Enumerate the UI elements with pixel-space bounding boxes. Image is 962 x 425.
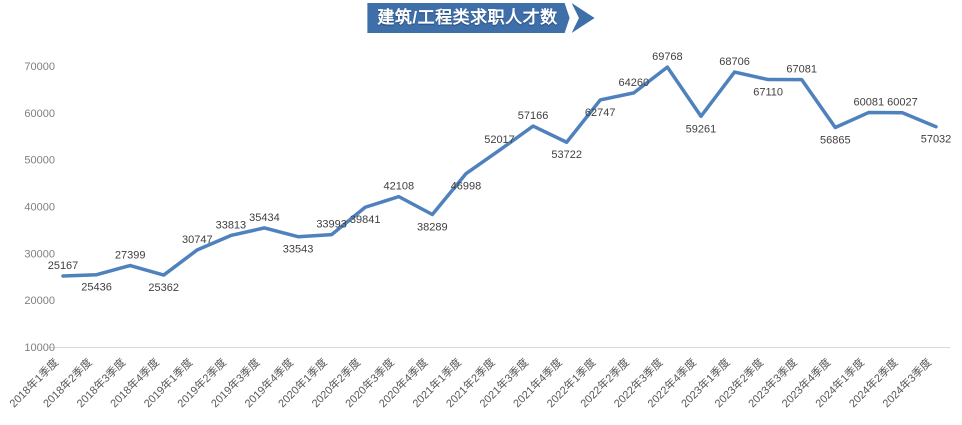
data-point-label: 68706	[719, 56, 750, 68]
data-point-label: 33543	[283, 244, 314, 256]
data-point-label: 52017	[484, 134, 515, 146]
data-point-label: 60027	[887, 97, 918, 109]
data-point-label: 25436	[81, 282, 112, 294]
data-point-label: 67081	[786, 64, 817, 76]
data-point-label: 56865	[820, 135, 851, 147]
y-axis-label: 60000	[24, 108, 55, 120]
y-axis-label: 50000	[24, 155, 55, 167]
data-point-label: 33993	[316, 219, 347, 231]
y-axis-label: 40000	[24, 202, 55, 214]
data-point-label: 30747	[182, 234, 213, 246]
data-point-label: 39841	[350, 214, 381, 226]
data-point-label: 53722	[551, 149, 582, 161]
y-axis-label: 70000	[24, 61, 55, 73]
chart-title: 建筑/工程类求职人才数	[367, 3, 569, 33]
data-point-label: 60081	[854, 96, 885, 108]
y-axis-label: 30000	[24, 248, 55, 260]
data-point-label: 57032	[921, 134, 952, 146]
data-point-label: 38289	[417, 222, 448, 234]
data-point-label: 35434	[249, 212, 280, 224]
series-line	[61, 65, 938, 278]
data-point-label: 42108	[383, 181, 414, 193]
banner-arrow-icon	[571, 3, 595, 33]
data-point-label: 64260	[619, 77, 650, 89]
data-point-label: 67110	[753, 87, 783, 99]
data-point-label: 33813	[216, 219, 247, 231]
data-point-label: 46998	[451, 181, 482, 193]
data-point-label: 25362	[148, 282, 179, 294]
data-point-label: 57166	[518, 110, 549, 122]
data-point-label: 25167	[48, 260, 79, 272]
data-point-label: 59261	[686, 123, 717, 135]
y-axis-label: 20000	[24, 295, 55, 307]
data-point-label: 62747	[585, 107, 616, 119]
y-axis-label: 10000	[24, 342, 55, 354]
chart-title-banner: 建筑/工程类求职人才数	[0, 3, 962, 33]
data-point-label: 69768	[652, 51, 683, 63]
data-point-label: 27399	[115, 250, 146, 262]
